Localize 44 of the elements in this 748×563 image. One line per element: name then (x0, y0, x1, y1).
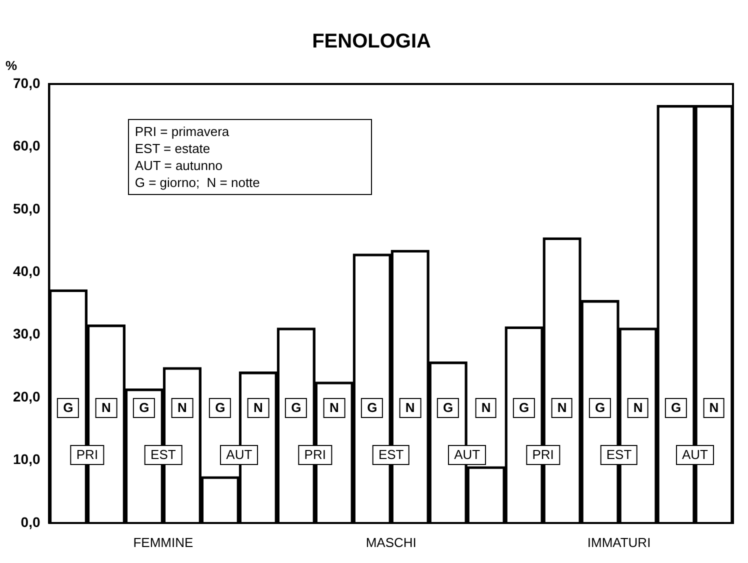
y-tick-label: 50,0 (13, 200, 40, 216)
text: G (670, 400, 682, 415)
y-tick-label: 0,0 (20, 514, 40, 530)
y-tick-label: 10,0 (13, 451, 40, 468)
x-tick-label: PRI (298, 444, 332, 465)
x-tick-label: EST (144, 444, 182, 465)
text: N (633, 400, 643, 415)
y-axis-title: % (5, 58, 18, 73)
text: N (405, 400, 415, 415)
x-tick-label: PRI (526, 444, 560, 465)
x-tick-label: EST (372, 444, 410, 465)
text: N (177, 400, 187, 415)
text: N (557, 400, 567, 415)
y-tick-label: 70,0 (13, 74, 40, 91)
text: N (253, 400, 263, 415)
text: G (443, 400, 454, 415)
legend-label: G (133, 398, 156, 418)
text: N (709, 400, 719, 415)
text: N (329, 400, 339, 415)
text: G (594, 400, 606, 415)
x-tick-label: AUT (220, 444, 258, 465)
text: FEMMINE (133, 535, 194, 551)
text: G (215, 400, 226, 415)
text: G (291, 400, 302, 415)
text: G (63, 400, 74, 415)
y-tick-label: 40,0 (13, 263, 40, 279)
chart-title: FENOLOGIA (312, 30, 431, 53)
legend-label: N (96, 398, 117, 418)
x-tick-label: AUT (676, 444, 714, 465)
y-tick-label: 20,0 (13, 388, 40, 404)
y-tick-label: 60,0 (13, 138, 40, 154)
y-tick-label: 30,0 (13, 326, 40, 342)
annotation: EST = estate (134, 140, 212, 157)
text: MASCHI (366, 535, 416, 551)
text: G (519, 400, 530, 415)
text: G (367, 400, 378, 415)
x-tick-label: AUT (448, 444, 486, 465)
x-tick-label: EST (600, 444, 638, 465)
annotation: AUT = autunno (134, 157, 224, 174)
annotation: G = giorno; N = notte (134, 174, 261, 191)
x-tick-label: PRI (70, 444, 104, 465)
text: N (481, 400, 491, 415)
annotation: PRI = primavera (134, 123, 230, 140)
text: IMMATURI (587, 535, 651, 551)
